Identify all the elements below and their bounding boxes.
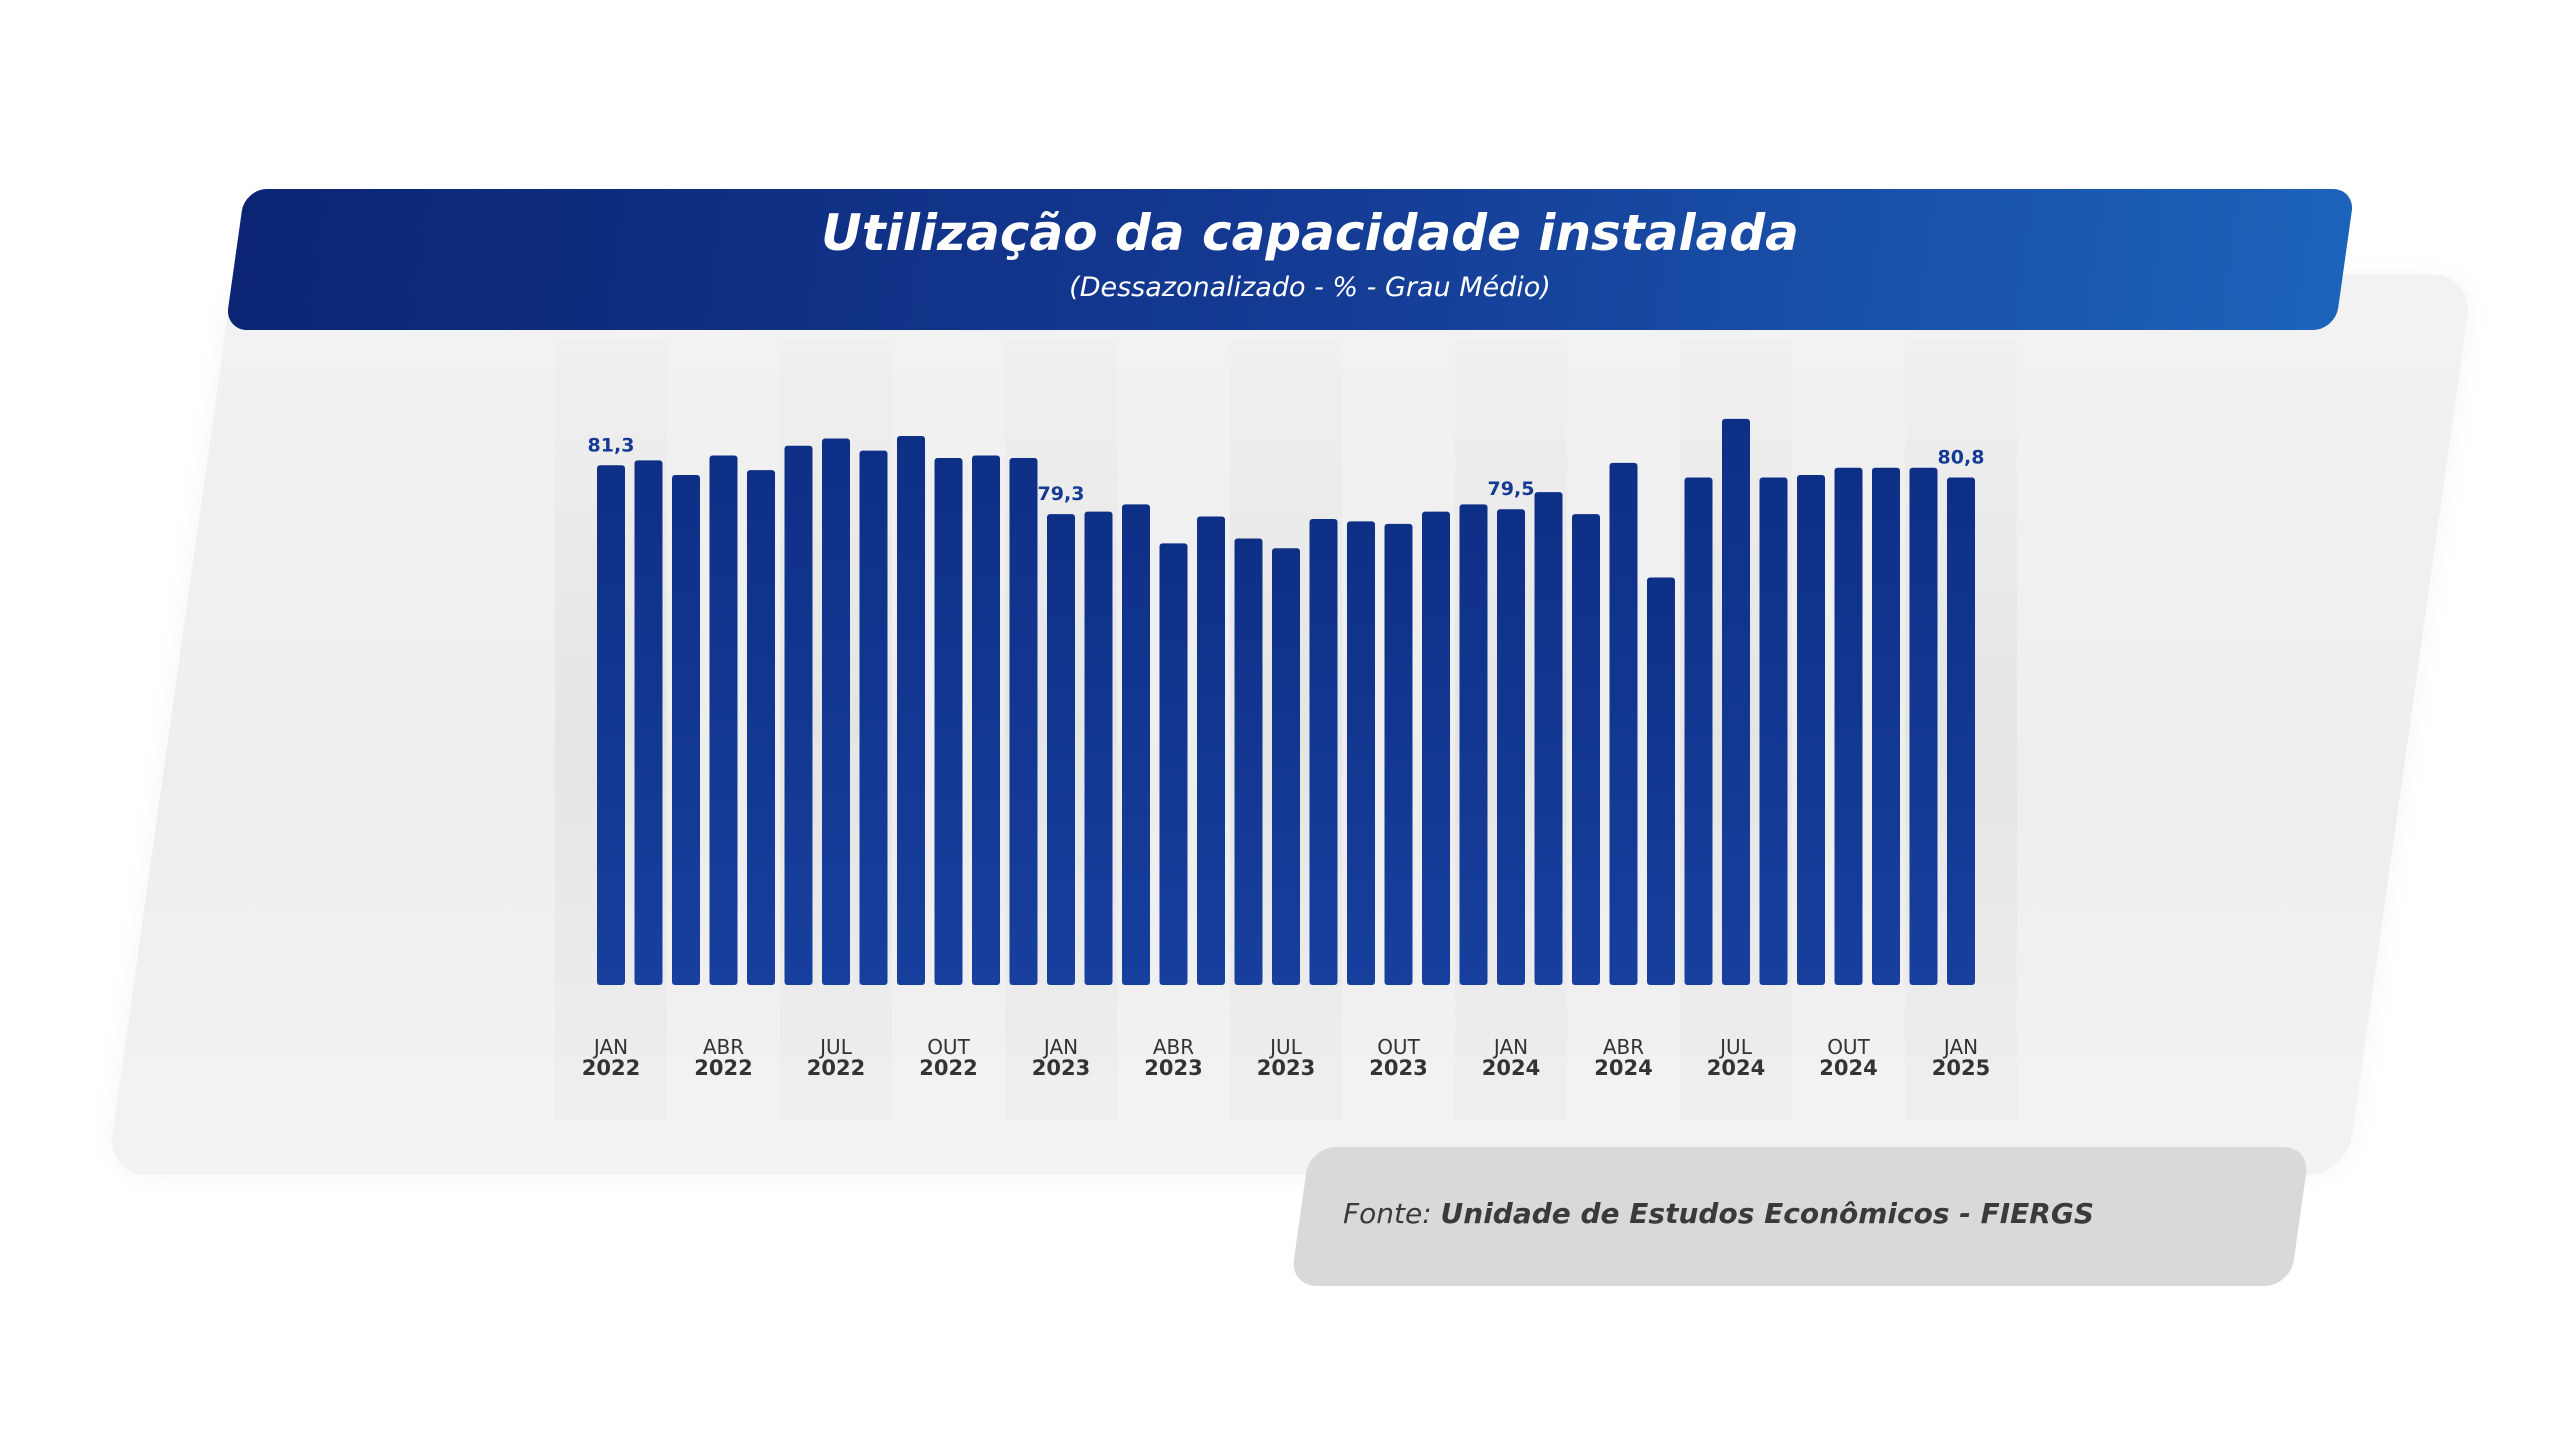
bar-out-2024 — [1834, 467, 1863, 986]
x-tick-year: 2024 — [1482, 1056, 1540, 1080]
bar-nov-2023 — [1422, 511, 1450, 985]
bar-mai-2023 — [1197, 516, 1225, 985]
x-tick-month: OUT — [927, 1035, 970, 1059]
chart-subtitle: (Dessazonalizado - % - Grau Médio) — [1069, 272, 1551, 303]
bar-ago-2022 — [859, 450, 888, 985]
x-tick-year: 2023 — [1144, 1056, 1202, 1080]
bar-set-2023 — [1347, 521, 1375, 985]
bar-ago-2023 — [1309, 518, 1338, 985]
bar-jun-2023 — [1234, 538, 1263, 985]
bar-jul-2022 — [822, 438, 850, 985]
x-tick-year: 2024 — [1594, 1056, 1652, 1080]
x-tick-month: ABR — [703, 1035, 744, 1059]
x-tick-month: JAN — [1042, 1035, 1078, 1059]
data-label: 79,3 — [1038, 483, 1085, 505]
bar-out-2022 — [934, 457, 963, 986]
x-tick-year: 2022 — [807, 1056, 865, 1080]
x-tick-month: ABR — [1603, 1035, 1644, 1059]
x-tick-year: 2023 — [1032, 1056, 1090, 1080]
x-tick-month: JUL — [818, 1035, 853, 1059]
bar-fev-2022 — [634, 460, 663, 985]
bar-jun-2024 — [1684, 477, 1713, 985]
data-label: 79,5 — [1488, 478, 1535, 500]
bar-jun-2022 — [784, 445, 813, 985]
x-tick-month: JAN — [1942, 1035, 1978, 1059]
x-tick-year: 2023 — [1257, 1056, 1315, 1080]
x-tick-year: 2024 — [1819, 1056, 1877, 1080]
x-tick-month: OUT — [1377, 1035, 1420, 1059]
source-prefix: Fonte: — [1343, 1197, 1441, 1230]
x-tick-month: JUL — [1718, 1035, 1753, 1059]
bar-mai-2022 — [747, 470, 775, 985]
bar-jul-2023 — [1272, 548, 1300, 985]
bar-dez-2022 — [1009, 457, 1038, 986]
chart-title: Utilização da capacidade instalada — [821, 204, 1799, 262]
x-tick-month: JUL — [1268, 1035, 1303, 1059]
bar-mar-2023 — [1122, 504, 1150, 985]
x-tick-year: 2022 — [919, 1056, 977, 1080]
x-tick-month: JAN — [1492, 1035, 1528, 1059]
data-label: 80,8 — [1938, 446, 1985, 468]
source-text: Fonte: Unidade de Estudos Econômicos - F… — [1343, 1197, 2094, 1230]
bar-set-2024 — [1797, 475, 1825, 985]
bar-mar-2024 — [1572, 514, 1600, 985]
bar-jan-2023 — [1047, 514, 1075, 985]
bar-fev-2023 — [1084, 511, 1113, 985]
bar-jan-2022 — [597, 465, 625, 985]
bar-nov-2024 — [1872, 467, 1900, 986]
x-tick-year: 2023 — [1369, 1056, 1427, 1080]
bar-abr-2022 — [709, 455, 738, 985]
x-tick-month: OUT — [1827, 1035, 1870, 1059]
bar-jan-2024 — [1497, 509, 1525, 985]
bar-dez-2023 — [1459, 504, 1488, 985]
x-tick-month: ABR — [1153, 1035, 1194, 1059]
bar-fev-2024 — [1534, 492, 1563, 985]
bar-mar-2022 — [672, 475, 700, 985]
x-tick-year: 2025 — [1932, 1056, 1990, 1080]
x-tick-year: 2024 — [1707, 1056, 1765, 1080]
bar-abr-2023 — [1159, 543, 1188, 985]
bar-dez-2024 — [1909, 467, 1938, 986]
bar-out-2023 — [1384, 523, 1413, 985]
bar-jul-2024 — [1722, 418, 1750, 985]
bar-ago-2024 — [1759, 477, 1788, 985]
bar-set-2022 — [897, 436, 925, 985]
bar-jan-2025 — [1947, 477, 1975, 985]
bar-abr-2024 — [1609, 462, 1638, 986]
x-tick-month: JAN — [592, 1035, 628, 1059]
x-tick-year: 2022 — [582, 1056, 640, 1080]
bar-mai-2024 — [1647, 577, 1675, 985]
bar-nov-2022 — [972, 455, 1000, 985]
x-tick-year: 2022 — [694, 1056, 752, 1080]
data-label: 81,3 — [588, 434, 635, 456]
source-name: Unidade de Estudos Econômicos - FIERGS — [1440, 1197, 2095, 1230]
